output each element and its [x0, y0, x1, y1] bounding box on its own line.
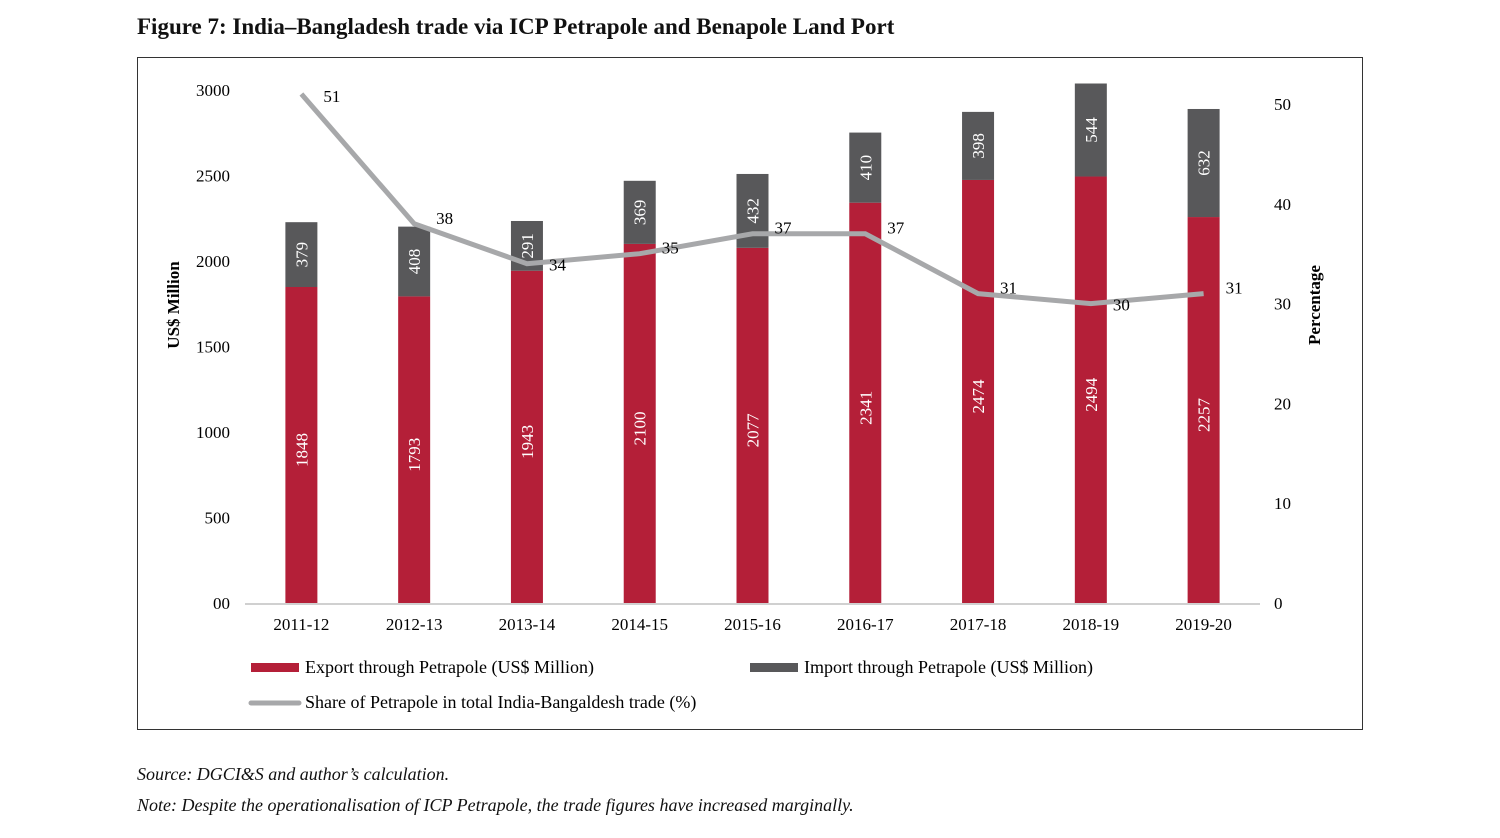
share-data-label: 35 — [662, 239, 679, 258]
x-tick-label: 2016-17 — [837, 615, 894, 634]
y-tick-label: 3000 — [196, 81, 230, 100]
x-tick-label: 2015-16 — [724, 615, 781, 634]
export-data-label: 2474 — [969, 379, 988, 414]
y-tick-label: 2000 — [196, 252, 230, 271]
legend-swatch-export — [251, 663, 299, 672]
share-data-label: 31 — [1000, 279, 1017, 298]
chart-title: Figure 7: India–Bangladesh trade via ICP… — [137, 14, 895, 39]
y2-tick-label: 40 — [1274, 195, 1291, 214]
export-data-label: 2077 — [744, 413, 763, 448]
import-data-label: 379 — [292, 242, 311, 268]
export-data-label: 2257 — [1195, 398, 1214, 433]
import-bar — [962, 111, 995, 180]
y-tick-label: 1500 — [196, 338, 230, 357]
import-bar — [849, 132, 882, 203]
legend-swatch-import — [750, 663, 798, 672]
x-tick-label: 2014-15 — [611, 615, 668, 634]
share-data-label: 34 — [549, 256, 567, 275]
share-data-label: 38 — [436, 209, 453, 228]
x-tick-label: 2013-14 — [499, 615, 556, 634]
share-data-label: 30 — [1113, 296, 1130, 315]
y2-tick-label: 20 — [1274, 394, 1291, 413]
x-tick-label: 2017-18 — [950, 615, 1007, 634]
y-tick-label: 1000 — [196, 423, 230, 442]
y-axis-title: US$ Million — [164, 261, 183, 349]
import-bar — [1074, 83, 1107, 177]
source-note: Source: DGCI&S and author’s calculation. — [137, 764, 450, 784]
export-data-label: 2100 — [631, 411, 650, 445]
legend-label-import: Import through Petrapole (US$ Million) — [804, 657, 1093, 678]
chart-frame — [137, 57, 1363, 730]
export-bar — [736, 247, 769, 603]
y2-tick-label: 30 — [1274, 295, 1291, 314]
import-bar — [285, 222, 318, 287]
export-bar — [849, 202, 882, 603]
x-tick-label: 2019-20 — [1175, 615, 1232, 634]
export-data-label: 1793 — [405, 438, 424, 472]
import-data-label: 408 — [405, 249, 424, 275]
import-data-label: 369 — [631, 200, 650, 226]
import-data-label: 632 — [1195, 150, 1214, 176]
share-data-label: 51 — [323, 87, 340, 106]
export-data-label: 2341 — [856, 391, 875, 425]
y-tick-label: 2500 — [196, 167, 230, 186]
export-bar — [398, 296, 431, 603]
footnote: Note: Despite the operationalisation of … — [137, 795, 854, 815]
x-tick-label: 2012-13 — [386, 615, 443, 634]
share-data-label: 31 — [1226, 279, 1243, 298]
share-data-label: 37 — [775, 219, 793, 238]
export-bar — [1074, 176, 1107, 603]
import-data-label: 410 — [856, 155, 875, 181]
import-bar — [623, 180, 656, 244]
legend-label-share: Share of Petrapole in total India-Bangal… — [305, 692, 696, 713]
import-bar — [398, 226, 431, 297]
export-data-label: 1848 — [292, 433, 311, 467]
y-tick-label: 00 — [213, 594, 230, 613]
export-bar — [962, 179, 995, 604]
x-tick-label: 2011-12 — [273, 615, 329, 634]
y-tick-label: 500 — [205, 509, 231, 528]
import-bar — [1187, 108, 1220, 218]
import-data-label: 544 — [1082, 117, 1101, 143]
export-data-label: 2494 — [1082, 377, 1101, 412]
import-data-label: 398 — [969, 133, 988, 159]
export-bar — [285, 286, 318, 603]
import-data-label: 291 — [518, 233, 537, 259]
export-bar — [1187, 217, 1220, 604]
y2-tick-label: 50 — [1274, 95, 1291, 114]
y2-tick-label: 10 — [1274, 494, 1291, 513]
y2-axis-title: Percentage — [1305, 265, 1324, 345]
share-data-label: 37 — [887, 219, 905, 238]
export-data-label: 1943 — [518, 425, 537, 459]
legend-label-export: Export through Petrapole (US$ Million) — [305, 657, 594, 678]
y2-tick-label: 0 — [1274, 594, 1283, 613]
export-bar — [623, 243, 656, 603]
x-tick-label: 2018-19 — [1062, 615, 1119, 634]
import-data-label: 432 — [744, 198, 763, 224]
export-bar — [510, 270, 543, 603]
